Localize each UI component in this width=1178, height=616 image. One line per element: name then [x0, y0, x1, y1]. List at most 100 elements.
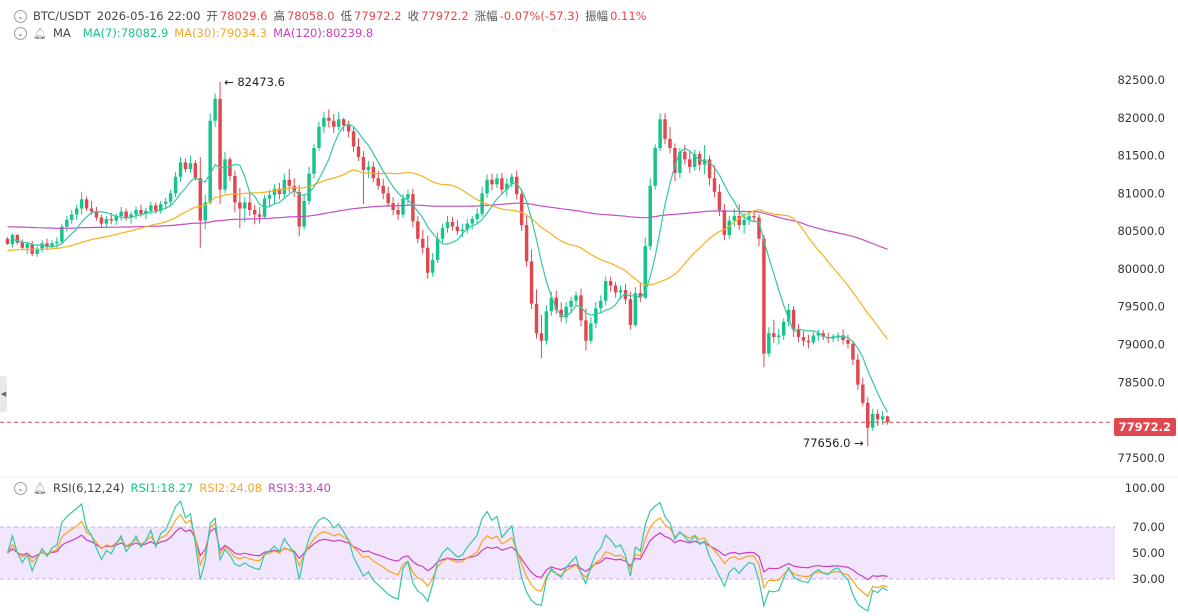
candle-body	[712, 178, 717, 192]
close-value: 77972.2	[421, 9, 469, 23]
candle-body	[124, 211, 128, 218]
candle-body	[628, 299, 633, 325]
candle-body	[163, 201, 168, 204]
candle-body	[608, 281, 613, 286]
rsi-axis-label: 70.00	[1132, 520, 1165, 534]
candle-body	[564, 306, 568, 318]
candle-body	[554, 297, 559, 310]
candle-body	[406, 194, 410, 199]
candle-body	[781, 321, 786, 336]
candle-body	[154, 205, 158, 211]
high-label: 高	[273, 9, 285, 23]
candle-body	[678, 151, 682, 173]
candle-body	[544, 311, 549, 341]
candle-body	[252, 209, 257, 215]
candle-body	[228, 159, 232, 176]
candle-body	[267, 194, 272, 199]
candle-body	[707, 159, 712, 179]
change-value: -0.07%(-57.3)	[499, 9, 580, 23]
candle-body	[579, 295, 583, 321]
candle-body	[613, 285, 618, 293]
candle-body	[99, 217, 104, 224]
candle-body	[277, 188, 282, 195]
rsi2-value: RSI2:24.08	[199, 481, 263, 495]
rsi1-value: RSI1:18.27	[130, 481, 194, 495]
candle-body	[791, 309, 796, 330]
candle-body	[401, 198, 405, 215]
close-label: 收	[407, 9, 420, 23]
candle-body	[549, 297, 554, 312]
candle-body	[722, 209, 727, 235]
candle-body	[767, 333, 771, 354]
candle-body	[173, 176, 178, 194]
candle-body	[821, 333, 825, 337]
candle-body	[460, 229, 465, 232]
candle-body	[292, 185, 296, 192]
ma-alert-bell-icon[interactable]: 🔔︎	[33, 26, 47, 40]
candle-body	[183, 162, 188, 170]
candle-body	[653, 148, 657, 186]
candle-body	[366, 166, 371, 170]
rsi-header: ⌄ 🔔︎ RSI(6,12,24) RSI1:18.27 RSI2:24.08 …	[14, 481, 337, 495]
candle-body	[223, 159, 227, 190]
candle-body	[801, 336, 806, 341]
ma-indicator-name[interactable]: MA	[52, 26, 71, 40]
candle-body	[480, 193, 484, 214]
candle-body	[55, 241, 59, 244]
candle-body	[332, 120, 336, 127]
candle-body	[139, 209, 143, 214]
candle-body	[796, 329, 801, 337]
candle-body	[336, 119, 341, 127]
rsi1-line	[6, 500, 888, 612]
candle-body	[425, 247, 430, 273]
panel-collapse-handle-icon[interactable]: ◀	[0, 376, 7, 412]
candle-body	[94, 211, 99, 218]
rsi-indicator-name[interactable]: RSI(6,12,24)	[52, 481, 125, 495]
candle-body	[5, 238, 10, 245]
candle-body	[727, 220, 732, 235]
candle-body	[381, 185, 385, 194]
candle-body	[445, 222, 450, 229]
price-axis-label: 81500.0	[1117, 149, 1165, 163]
price-axis-label: 80500.0	[1117, 224, 1165, 238]
candle-body	[786, 309, 791, 322]
candle-body	[371, 166, 376, 179]
candle-body	[875, 414, 880, 420]
candle-body	[539, 333, 544, 341]
amplitude-value: 0.11%	[610, 9, 647, 23]
rsi-axis-label: 100.00	[1125, 481, 1165, 495]
candle-body	[119, 211, 123, 217]
candle-body	[816, 333, 821, 336]
candle-body	[658, 119, 662, 149]
price-axis-label: 79500.0	[1117, 300, 1165, 314]
candle-body	[89, 208, 94, 212]
candle-body	[430, 259, 435, 273]
collapse-chevron-icon[interactable]: ⌄	[14, 9, 27, 23]
price-axis-label: 78500.0	[1117, 375, 1165, 389]
rsi3-value: RSI3:33.40	[268, 481, 331, 495]
rsi-collapse-chevron-icon[interactable]: ⌄	[14, 481, 27, 495]
candle-body	[312, 148, 316, 174]
candle-body	[623, 290, 628, 300]
candle-body	[213, 98, 217, 121]
candle-body	[218, 98, 222, 190]
candle-body	[351, 131, 356, 147]
symbol-label: BTC/USDT	[33, 9, 91, 23]
candle-body	[519, 194, 524, 226]
rsi-axis-label: 30.00	[1132, 572, 1165, 586]
candle-body	[65, 219, 69, 227]
candle-body	[866, 402, 870, 428]
candle-body	[40, 243, 44, 249]
price-axis-label: 81000.0	[1117, 186, 1165, 200]
candle-body	[322, 117, 326, 127]
price-axis-label: 82500.0	[1117, 73, 1165, 87]
candle-body	[603, 281, 608, 301]
candle-body	[569, 300, 573, 307]
ma-collapse-chevron-icon[interactable]: ⌄	[14, 26, 27, 40]
candle-body	[465, 223, 470, 230]
price-axis-label: 77500.0	[1117, 451, 1165, 465]
rsi-alert-bell-icon[interactable]: 🔔︎	[33, 481, 47, 495]
low-value: 77972.2	[354, 9, 402, 23]
candle-body	[317, 126, 321, 149]
